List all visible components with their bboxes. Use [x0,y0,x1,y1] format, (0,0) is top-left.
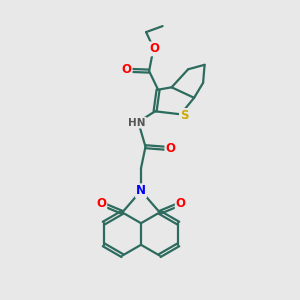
Text: O: O [149,42,159,56]
Text: N: N [136,184,146,197]
Text: O: O [122,63,132,76]
Text: O: O [176,197,186,210]
Text: O: O [165,142,176,155]
Text: O: O [96,197,106,210]
Text: S: S [180,109,188,122]
Text: HN: HN [128,118,146,128]
